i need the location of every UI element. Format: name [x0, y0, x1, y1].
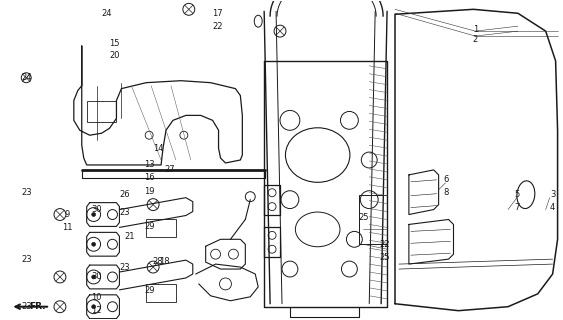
Circle shape	[92, 305, 96, 309]
Text: 25: 25	[358, 213, 369, 222]
Circle shape	[92, 212, 96, 217]
Text: 15: 15	[109, 38, 120, 48]
Text: 21: 21	[124, 232, 135, 241]
Text: 23: 23	[119, 263, 129, 272]
Text: 8: 8	[443, 188, 448, 197]
Text: 22: 22	[380, 240, 390, 249]
Circle shape	[92, 275, 96, 279]
Bar	[359, 195, 387, 244]
Text: 18: 18	[159, 257, 169, 266]
Text: 11: 11	[61, 223, 72, 232]
Text: 27: 27	[164, 165, 175, 174]
Text: 30: 30	[91, 205, 102, 214]
Bar	[87, 100, 117, 122]
Text: 29: 29	[144, 222, 154, 231]
Text: 14: 14	[153, 144, 163, 153]
Text: 6: 6	[443, 175, 448, 184]
Text: 20: 20	[109, 52, 120, 60]
Text: 24: 24	[21, 73, 32, 82]
Text: 29: 29	[144, 286, 154, 295]
Text: 10: 10	[91, 293, 102, 302]
Bar	[146, 220, 176, 237]
Text: 23: 23	[119, 208, 129, 217]
Text: 22: 22	[212, 22, 223, 31]
Text: 16: 16	[144, 173, 154, 182]
Bar	[146, 284, 176, 302]
Text: 23: 23	[21, 302, 32, 311]
Text: 24: 24	[101, 9, 112, 18]
Text: 7: 7	[514, 203, 520, 212]
Text: 23: 23	[21, 255, 32, 264]
Text: 4: 4	[550, 203, 555, 212]
Text: 28: 28	[153, 257, 163, 266]
Text: 25: 25	[380, 253, 390, 262]
Text: 12: 12	[91, 306, 102, 315]
Text: 2: 2	[473, 35, 478, 44]
Text: 19: 19	[144, 187, 154, 196]
Text: FR.: FR.	[29, 302, 46, 311]
Text: 3: 3	[550, 190, 555, 199]
Text: 30: 30	[91, 272, 102, 282]
Text: 5: 5	[515, 190, 520, 199]
Text: 17: 17	[212, 9, 223, 18]
Text: 23: 23	[21, 188, 32, 197]
Text: 1: 1	[473, 25, 478, 34]
Circle shape	[92, 242, 96, 246]
Text: 9: 9	[64, 210, 69, 219]
Text: 26: 26	[119, 190, 129, 199]
Text: 13: 13	[144, 160, 154, 170]
